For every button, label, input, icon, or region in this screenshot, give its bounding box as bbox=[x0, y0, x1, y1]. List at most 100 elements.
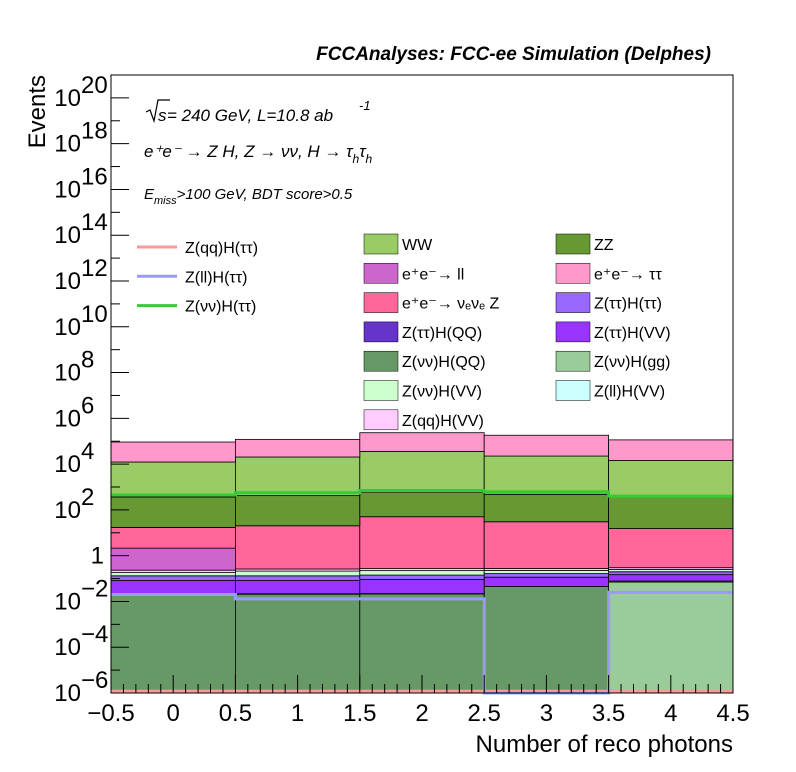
bar-z-h-bin-1 bbox=[234, 575, 361, 581]
bar-z-h-bin-4 bbox=[608, 571, 734, 576]
bar-e-e-bin-0 bbox=[110, 441, 236, 463]
bar-z-h-vv-bin-3 bbox=[483, 570, 610, 574]
bar-e-e-bin-4 bbox=[608, 439, 734, 461]
bar-ww-bin-0 bbox=[110, 461, 236, 498]
x-tick-label: 4 bbox=[664, 700, 677, 727]
y-tick-exponent: 10 bbox=[81, 301, 108, 328]
y-tick-exponent: 18 bbox=[81, 118, 108, 145]
x-tick-label: 4.5 bbox=[716, 700, 749, 727]
bar-zz-bin-2 bbox=[359, 491, 485, 518]
legend-label-z-ll-h: Z(ll)H(ττ) bbox=[185, 269, 247, 286]
bar-e-e-bin-2 bbox=[359, 432, 485, 452]
x-tick-label: 3.5 bbox=[592, 700, 625, 727]
x-tick-label: 3 bbox=[540, 700, 553, 727]
bar-z-h-vv-bin-4 bbox=[608, 574, 734, 582]
legend-label-z-h-vv: Z(νν)H(VV) bbox=[402, 384, 482, 401]
y-tick-label: 10 bbox=[54, 497, 81, 524]
legend-label-z-h-qq: Z(ττ)H(QQ) bbox=[402, 325, 482, 342]
legend-label-e-e-z: e⁺e⁻→ νₑνₑ Z bbox=[402, 296, 499, 313]
x-tick-label: 2 bbox=[415, 700, 428, 727]
bar-z-h-vv-bin-1 bbox=[234, 580, 361, 595]
legend-label-z-h-vv: Z(ττ)H(VV) bbox=[594, 325, 671, 342]
legend-label-ww: WW bbox=[402, 237, 433, 254]
bar-e-e-z-bin-3 bbox=[483, 521, 610, 569]
info-lumi-exponent: -1 bbox=[359, 98, 371, 113]
bar-z-h-vv-bin-2 bbox=[359, 578, 485, 594]
legend-swatch-e-e-z bbox=[363, 292, 399, 313]
y-tick-label: 10 bbox=[54, 451, 81, 478]
bar-ww-bin-4 bbox=[608, 460, 734, 498]
y-tick-label: 10 bbox=[54, 222, 81, 249]
bar-z-h-vv-bin-2 bbox=[359, 570, 485, 576]
y-tick-label: 10 bbox=[54, 588, 81, 615]
bar-e-e-ll-bin-0 bbox=[110, 547, 236, 571]
y-tick-label: 10 bbox=[54, 634, 81, 661]
legend-label-z-h: Z(νν)H(ττ) bbox=[185, 299, 256, 316]
x-axis-title: Number of reco photons bbox=[476, 731, 733, 758]
legend-swatch-ww bbox=[363, 233, 399, 255]
y-tick-exponent: 4 bbox=[81, 438, 94, 465]
x-tick-label: 0 bbox=[167, 700, 180, 727]
bar-z-h-bin-2 bbox=[359, 574, 485, 580]
legend-swatch-z-h bbox=[555, 292, 591, 313]
y-tick-label: 10 bbox=[54, 680, 81, 707]
legend-label-z-h-gg: Z(νν)H(gg) bbox=[594, 354, 670, 371]
bar-zz-bin-0 bbox=[110, 496, 236, 528]
bar-z-h-vv-bin-0 bbox=[110, 572, 236, 577]
y-tick-label: 10 bbox=[54, 176, 81, 203]
x-tick-label: 0.5 bbox=[219, 700, 252, 727]
info-sqrt-s: s bbox=[158, 106, 167, 125]
legend-swatch-z-h-qq bbox=[363, 350, 399, 372]
legend-swatch-z-qq-h-vv bbox=[363, 409, 399, 431]
y-tick-label: 10 bbox=[54, 131, 81, 158]
legend-label-z-qq-h-vv: Z(qq)H(VV) bbox=[402, 413, 484, 430]
y-tick-exponent: 8 bbox=[81, 347, 94, 374]
y-tick-exponent: 6 bbox=[81, 392, 94, 419]
info-block: s = 240 GeV, L=10.8 ab -1 e⁺e⁻ → Z H, Z … bbox=[144, 98, 373, 207]
bar-zz-bin-1 bbox=[234, 495, 361, 527]
y-tick-exponent: 20 bbox=[81, 72, 108, 99]
legend-label-z-qq-h: Z(qq)H(ττ) bbox=[185, 240, 258, 257]
y-axis-title: Events bbox=[24, 75, 51, 148]
bar-e-e-z-bin-4 bbox=[608, 528, 734, 569]
legend-swatch-z-h-qq bbox=[363, 321, 399, 343]
legend-swatch-z-ll-h-vv bbox=[555, 380, 591, 401]
bar-z-h-vv-bin-3 bbox=[483, 576, 610, 587]
bar-z-h-vv-bin-0 bbox=[110, 580, 236, 595]
y-tick-label: 10 bbox=[54, 360, 81, 387]
line-z-h bbox=[111, 489, 733, 498]
y-tick-exponent: −6 bbox=[81, 667, 108, 694]
y-tick-exponent: −4 bbox=[81, 621, 108, 648]
y-tick-exponent: 16 bbox=[81, 163, 108, 190]
y-tick-label: 1 bbox=[91, 543, 104, 570]
legend-label-z-h-qq: Z(νν)H(QQ) bbox=[402, 354, 486, 371]
bar-z-h-bin-3 bbox=[483, 573, 610, 578]
x-tick-label: 2.5 bbox=[468, 700, 501, 727]
legend-swatch-z-h-vv bbox=[555, 321, 591, 343]
sqrt-symbol-icon bbox=[145, 99, 170, 124]
bar-e-e-z-bin-1 bbox=[234, 525, 361, 570]
y-tick-exponent: 2 bbox=[81, 484, 94, 511]
legend-label-z-ll-h-vv: Z(ll)H(VV) bbox=[594, 384, 665, 401]
bar-z-h-vv-bin-1 bbox=[234, 570, 361, 577]
bar-ww-bin-2 bbox=[359, 451, 485, 493]
y-tick-label: 10 bbox=[54, 85, 81, 112]
y-tick-exponent: 12 bbox=[81, 255, 108, 282]
y-tick-label: 10 bbox=[54, 268, 81, 295]
info-selection: Emiss>100 GeV, BDT score>0.5 bbox=[144, 186, 353, 207]
y-tick-exponent: −2 bbox=[81, 575, 108, 602]
legend-label-zz: ZZ bbox=[594, 237, 614, 254]
y-tick-label: 10 bbox=[54, 405, 81, 432]
bar-ww-bin-1 bbox=[234, 456, 361, 497]
legend: Z(qq)H(ττ) Z(ll)H(ττ) Z(νν)H(ττ) WW e⁺e⁻→ ll… bbox=[137, 233, 671, 431]
bar-zz-bin-4 bbox=[608, 496, 734, 529]
bar-e-e-z-bin-0 bbox=[110, 527, 236, 549]
info-energy-lumi: = 240 GeV, L=10.8 ab bbox=[167, 106, 333, 125]
bar-zz-bin-3 bbox=[483, 493, 610, 523]
x-tick-label: −0.5 bbox=[87, 700, 134, 727]
y-tick-exponent: 14 bbox=[81, 209, 108, 236]
bar-ww-bin-3 bbox=[483, 455, 610, 495]
y-tick-label: 10 bbox=[54, 314, 81, 341]
